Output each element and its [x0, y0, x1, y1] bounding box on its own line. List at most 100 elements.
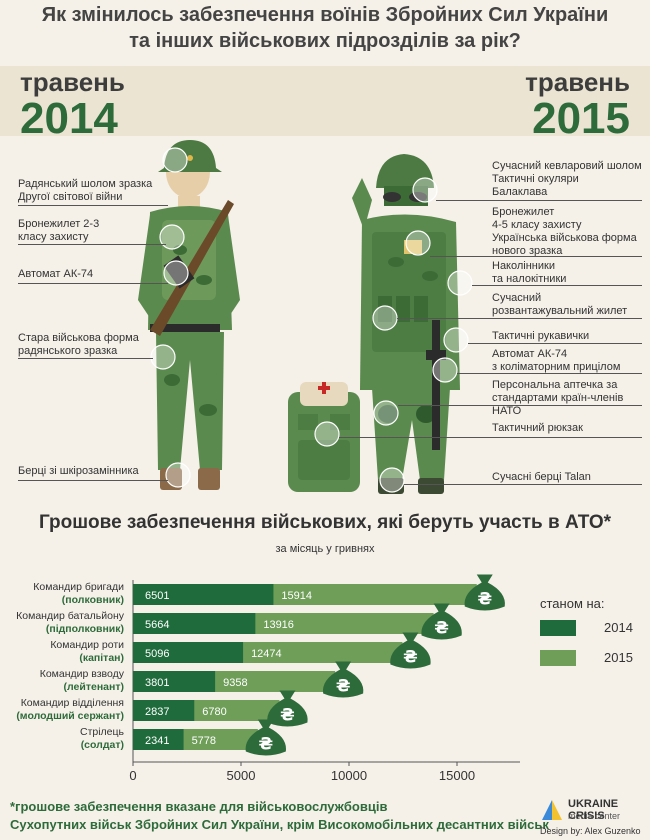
label-2014-4: 2837	[145, 706, 169, 718]
callout-vest-2015	[405, 230, 431, 256]
right-line-1	[436, 200, 642, 201]
left-label-helmet: Радянський шолом зразка Другої світової …	[18, 178, 153, 203]
rank-label-0: Командир бригади (полковник)	[6, 581, 124, 607]
rank-name-3: Командир взводу	[39, 668, 124, 680]
label-2014-0: 6501	[145, 590, 169, 602]
callout-rifle-2015	[432, 357, 458, 383]
legend-swatch-2015	[540, 650, 576, 666]
rank-label-4: Командир відділення (молодший сержант)	[6, 697, 124, 723]
callout-vest-2014	[159, 224, 185, 250]
label-2015-2: 12474	[251, 648, 282, 660]
right-line-8	[339, 437, 642, 438]
label-2014-1: 5664	[145, 619, 169, 631]
legend-label-2014: 2014	[604, 620, 633, 635]
label-2015-5: 5778	[192, 735, 216, 747]
design-credit: Design by: Alex Guzenko	[540, 826, 641, 836]
month-right: травень	[525, 67, 630, 97]
title-line-2: та інших військових підрозділів за рік?	[129, 30, 521, 52]
right-label-goggles: Тактичні окуляри	[492, 173, 579, 185]
year-2015-block: травень 2015	[525, 68, 630, 142]
x-tick-label-2: 10000	[331, 768, 367, 783]
rank-label-1: Командир батальйону (підполковник)	[6, 610, 124, 636]
callout-goggles-2015	[412, 177, 438, 203]
right-label-rig: Сучасний	[492, 292, 542, 304]
right-label-rig-2: розвантажувальний жилет	[492, 305, 628, 317]
right-line-9	[404, 484, 642, 485]
right-line-6	[457, 373, 642, 374]
right-line-5	[468, 343, 642, 344]
right-label-uniform-new: нового зразка	[492, 245, 563, 257]
legend-title: станом на:	[540, 596, 605, 611]
money-bag-icon-3: ₴	[322, 661, 364, 698]
money-bag-icon-0: ₴	[464, 574, 505, 611]
right-line-7	[398, 405, 642, 406]
label-2015-4: 6780	[202, 706, 226, 718]
month-left: травень	[20, 67, 125, 97]
year-right: 2015	[532, 94, 630, 143]
right-label-gloves: Тактичні рукавички	[492, 330, 590, 342]
svg-text:₴: ₴	[280, 706, 295, 726]
rank-name-5: Стрілець	[79, 726, 124, 738]
callout-gloves-2015	[443, 327, 469, 353]
left-line-helmet	[18, 205, 168, 206]
bar-2014-5	[133, 729, 184, 750]
right-label-medkit: Персональна аптечка за	[492, 379, 618, 391]
soldiers-illustration	[138, 140, 473, 494]
label-2015-3: 9358	[223, 677, 247, 689]
bar-2014-1	[133, 613, 256, 634]
right-label-vest: Бронежилет	[492, 206, 555, 218]
svg-text:₴: ₴	[259, 735, 274, 755]
right-label-uniform: Українська військова форма	[492, 232, 637, 244]
svg-text:₴: ₴	[477, 590, 492, 610]
footnote-line-2: Сухопутних військ Збройних Сил України, …	[10, 817, 549, 832]
rank-label-2: Командир роти (капітан)	[6, 639, 124, 665]
footnote-line-1: *грошове забезпечення вказане для військ…	[10, 799, 388, 814]
right-label-pads: Наколінники	[492, 260, 555, 272]
callout-helmet-2014	[162, 147, 188, 173]
right-label-boots: Сучасні берці Talan	[492, 471, 591, 483]
rank-title-2: (капітан)	[79, 652, 124, 664]
label-2015-0: 15914	[281, 590, 312, 602]
money-bag-icon-2: ₴	[390, 632, 431, 669]
rank-title-0: (полковник)	[61, 594, 124, 606]
callout-boots-2014	[165, 462, 191, 488]
rank-label-5: Стрілець (солдат)	[6, 726, 124, 752]
backpack-figure	[288, 382, 360, 492]
callout-boots-2015	[379, 467, 405, 493]
right-label-rifle: Автомат АК-74	[492, 348, 568, 360]
logo-text-1: UKRAINE CRISIS	[568, 798, 619, 822]
callout-uniform-2014	[150, 344, 176, 370]
svg-text:₴: ₴	[434, 619, 449, 639]
title-line-1: Як змінилось забезпечення воїнів Збройни…	[41, 4, 609, 26]
left-line-rifle	[18, 283, 168, 284]
year-2014-block: травень 2014	[20, 68, 125, 142]
money-bag-icon-1: ₴	[421, 603, 462, 640]
left-line-boots	[18, 480, 168, 481]
legend-label-2015: 2015	[604, 650, 633, 665]
money-bag-icon-4: ₴	[267, 690, 308, 727]
x-tick-label-0: 0	[129, 768, 136, 783]
right-line-2	[430, 256, 642, 257]
footnote: *грошове забезпечення вказане для військ…	[10, 798, 549, 834]
rank-title-4: (молодший сержант)	[16, 710, 124, 722]
callout-backpack-2015	[314, 421, 340, 447]
right-label-rifle-2: з коліматорним прицілом	[492, 361, 621, 373]
right-label-medkit-2: стандартами країн-членів НАТО	[492, 392, 624, 417]
right-label-pads-2: та налокітники	[492, 273, 567, 285]
right-label-balaclava: Балаклава	[492, 186, 548, 198]
callout-rifle-2014	[163, 260, 189, 286]
chart-subtitle: за місяць у гривнях	[275, 543, 375, 555]
logo-text-2: media center	[568, 811, 621, 821]
callout-medkit-2015	[373, 400, 399, 426]
label-2015-1: 13916	[263, 619, 294, 631]
left-label-rifle: Автомат АК-74	[18, 268, 94, 280]
soldier-2015-figure	[352, 154, 460, 494]
left-label-vest: Бронежилет 2-3 класу захисту	[18, 218, 100, 243]
rank-title-5: (солдат)	[80, 739, 124, 751]
rank-name-4: Командир відділення	[20, 697, 124, 709]
rank-name-1: Командир батальйону	[16, 610, 124, 622]
left-line-vest	[18, 244, 166, 245]
x-tick-label-1: 5000	[227, 768, 256, 783]
soldier-2014-figure	[138, 140, 240, 490]
